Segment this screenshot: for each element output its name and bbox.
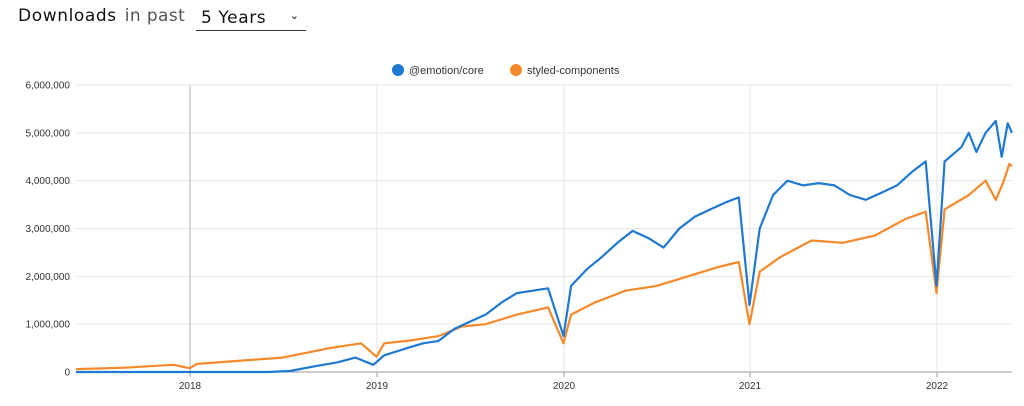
y-tick-label: 2,000,000 xyxy=(26,272,71,283)
y-tick-label: 1,000,000 xyxy=(26,320,71,331)
period-select-value: 5 Years xyxy=(201,8,267,28)
y-tick-label: 6,000,000 xyxy=(26,81,71,92)
x-tick-label: 2019 xyxy=(366,381,389,392)
y-tick-label: 3,000,000 xyxy=(26,224,71,235)
period-select[interactable]: 5 Years ⌄ xyxy=(196,6,306,31)
header-title: Downloads xyxy=(18,6,117,26)
x-tick-label: 2021 xyxy=(739,381,762,392)
legend-label: styled-components xyxy=(527,65,620,77)
legend-marker xyxy=(510,64,522,76)
x-tick-label: 2018 xyxy=(179,381,202,392)
y-tick-label: 0 xyxy=(64,368,70,379)
header-subtitle: in past xyxy=(124,6,186,26)
x-tick-label: 2022 xyxy=(926,381,949,392)
y-tick-label: 5,000,000 xyxy=(26,128,71,139)
legend-marker xyxy=(392,64,404,76)
chart-header: Downloads in past xyxy=(18,6,185,32)
series-line-styled-components xyxy=(75,162,1013,371)
x-tick-label: 2020 xyxy=(553,381,576,392)
chevron-down-icon: ⌄ xyxy=(289,10,299,22)
legend-label: @emotion/core xyxy=(409,65,484,77)
series-line-emotion-core xyxy=(76,119,1014,374)
y-tick-label: 4,000,000 xyxy=(26,176,71,187)
